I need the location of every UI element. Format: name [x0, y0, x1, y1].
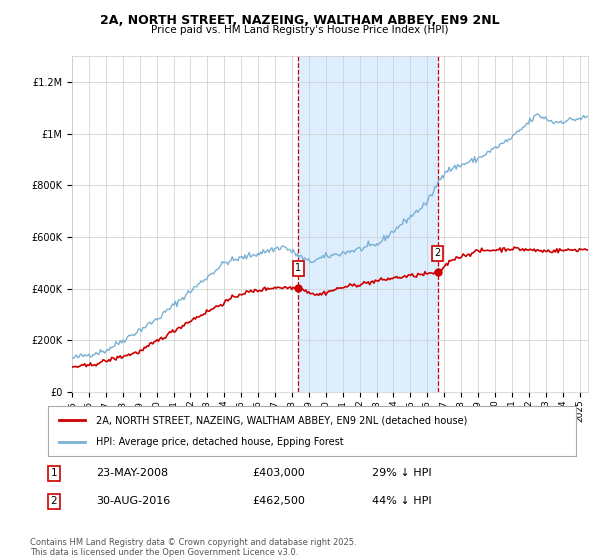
Text: 1: 1: [295, 263, 301, 273]
Text: 2: 2: [50, 496, 58, 506]
Text: 30-AUG-2016: 30-AUG-2016: [96, 496, 170, 506]
Text: 2A, NORTH STREET, NAZEING, WALTHAM ABBEY, EN9 2NL: 2A, NORTH STREET, NAZEING, WALTHAM ABBEY…: [100, 14, 500, 27]
Text: 2: 2: [435, 248, 441, 258]
Text: £462,500: £462,500: [252, 496, 305, 506]
Text: £403,000: £403,000: [252, 468, 305, 478]
Text: 44% ↓ HPI: 44% ↓ HPI: [372, 496, 431, 506]
Text: 29% ↓ HPI: 29% ↓ HPI: [372, 468, 431, 478]
Text: 2A, NORTH STREET, NAZEING, WALTHAM ABBEY, EN9 2NL (detached house): 2A, NORTH STREET, NAZEING, WALTHAM ABBEY…: [95, 415, 467, 425]
Text: 23-MAY-2008: 23-MAY-2008: [96, 468, 168, 478]
Text: Price paid vs. HM Land Registry's House Price Index (HPI): Price paid vs. HM Land Registry's House …: [151, 25, 449, 35]
Text: 1: 1: [50, 468, 58, 478]
Bar: [298, 56, 438, 392]
Text: HPI: Average price, detached house, Epping Forest: HPI: Average price, detached house, Eppi…: [95, 437, 343, 447]
Text: Contains HM Land Registry data © Crown copyright and database right 2025.
This d: Contains HM Land Registry data © Crown c…: [30, 538, 356, 557]
